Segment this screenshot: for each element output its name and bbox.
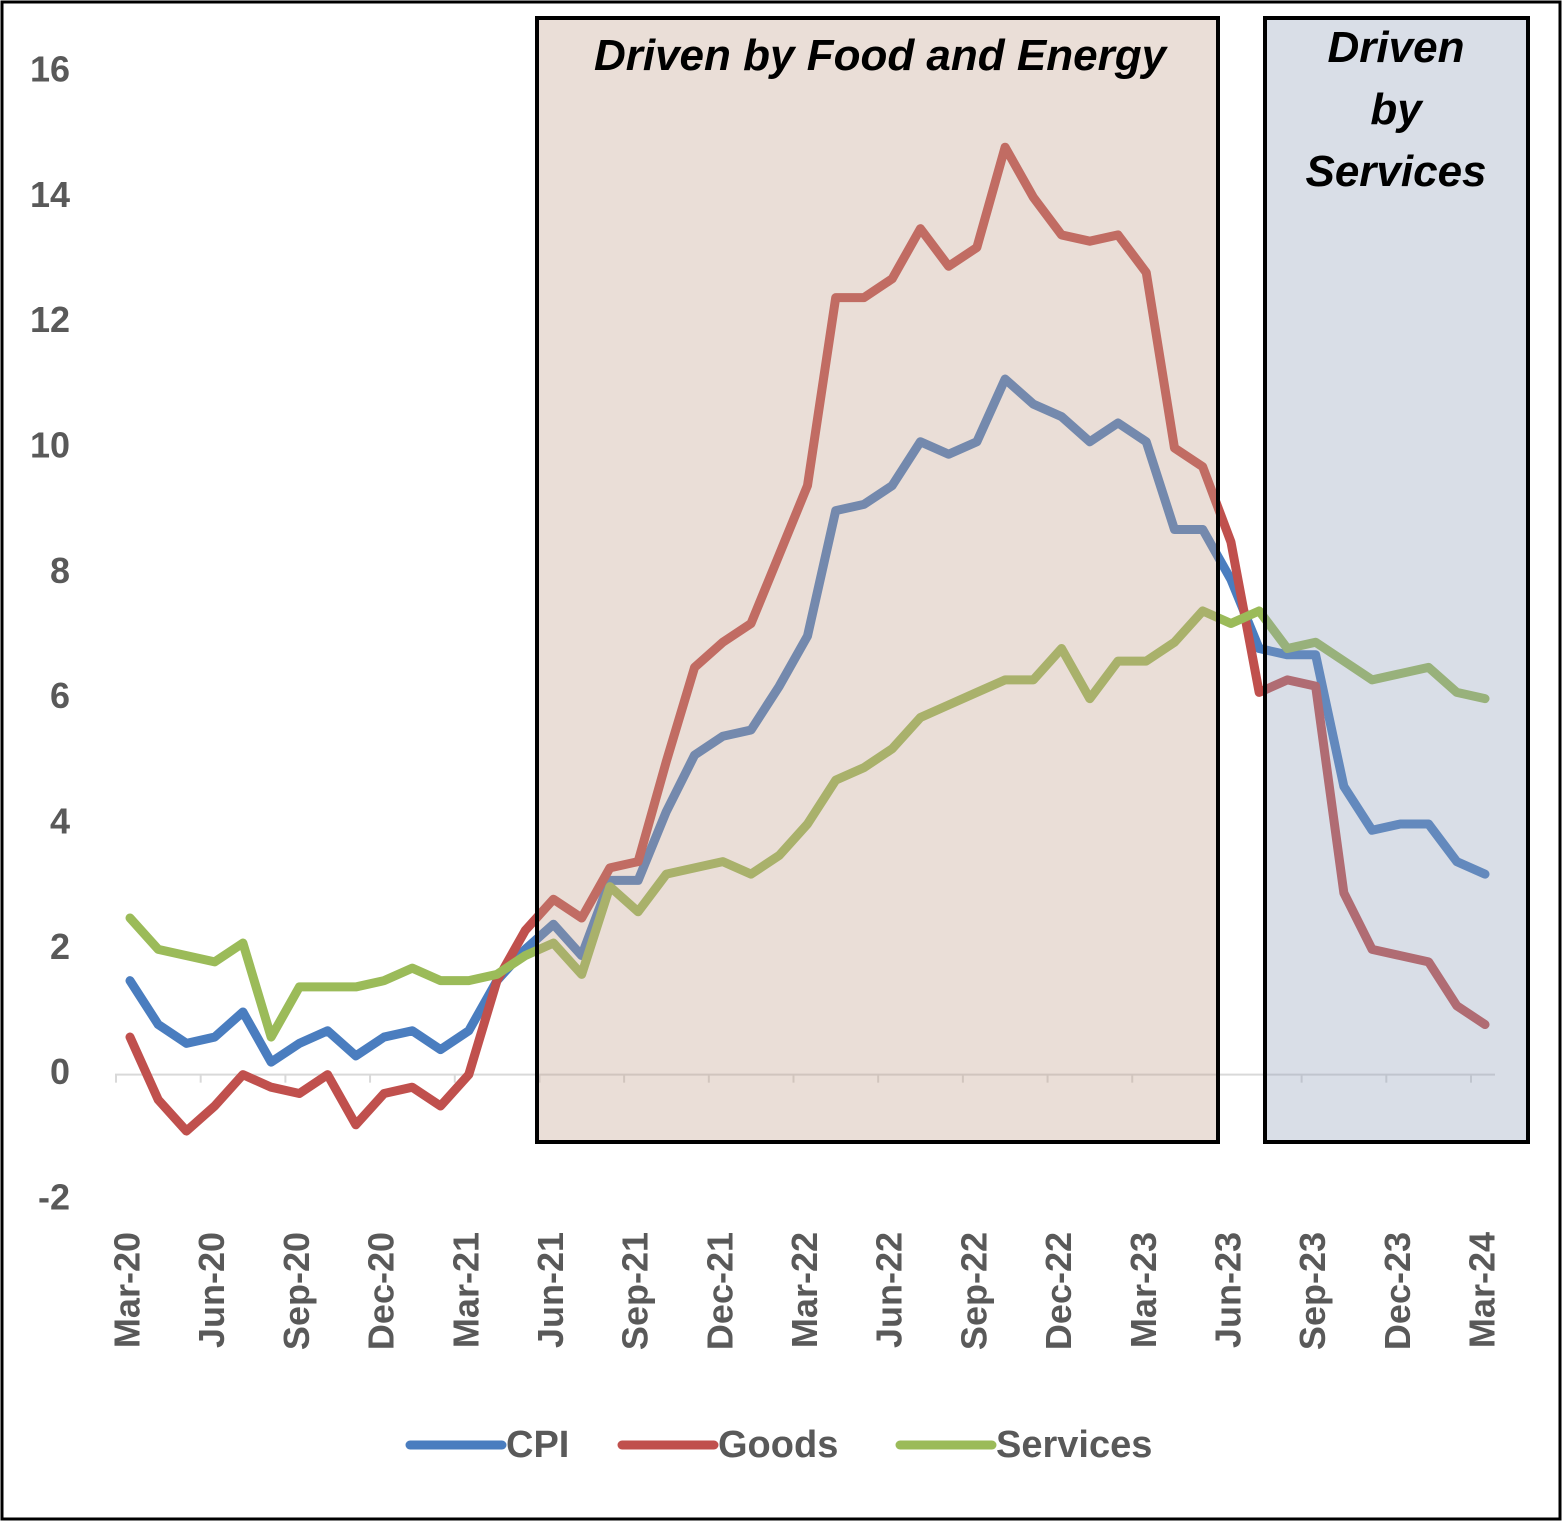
- series-line: [125, 142, 1490, 1136]
- x-tick-label: Mar-20: [107, 1232, 148, 1348]
- y-tick-label: 4: [50, 801, 70, 842]
- x-tick-label: Mar-21: [445, 1232, 486, 1348]
- annotation-box: [1263, 16, 1530, 1144]
- legend-label: Services: [996, 1424, 1152, 1466]
- x-tick-label: Mar-24: [1462, 1232, 1503, 1348]
- x-tick-label: Dec-23: [1377, 1232, 1418, 1350]
- y-tick-label: 12: [30, 299, 70, 340]
- x-tick-label: Sep-22: [953, 1232, 994, 1350]
- x-tick-label: Jun-20: [191, 1232, 232, 1348]
- annotation: Driven by Services: [1305, 23, 1486, 196]
- y-tick-label: 14: [30, 174, 70, 215]
- y-tick-label: 6: [50, 675, 70, 716]
- x-tick-label: Mar-23: [1123, 1232, 1164, 1348]
- y-tick-label: 10: [30, 425, 70, 466]
- x-tick-label: Sep-20: [276, 1232, 317, 1350]
- x-tick-label: Mar-22: [784, 1232, 825, 1348]
- y-tick-label: 8: [50, 550, 70, 591]
- series-line: [125, 374, 1490, 1067]
- x-tick-label: Dec-20: [361, 1232, 402, 1350]
- x-tick-label: Dec-21: [699, 1232, 740, 1350]
- x-tick-label: Jun-21: [530, 1232, 571, 1348]
- y-tick-label: 16: [30, 49, 70, 90]
- y-tick-label: 2: [50, 926, 70, 967]
- x-tick-label: Sep-23: [1292, 1232, 1333, 1350]
- y-tick-label: -2: [38, 1177, 70, 1218]
- series-line: [125, 606, 1490, 1042]
- x-tick-label: Jun-22: [869, 1232, 910, 1348]
- y-tick-label: 0: [50, 1051, 70, 1092]
- x-tick-label: Sep-21: [615, 1232, 656, 1350]
- annotation-box: [535, 16, 1220, 1144]
- legend-label: CPI: [506, 1424, 569, 1466]
- x-tick-label: Dec-22: [1038, 1232, 1079, 1350]
- legend-label: Goods: [718, 1424, 838, 1466]
- x-tick-label: Jun-23: [1207, 1232, 1248, 1348]
- annotation: Driven by Food and Energy: [594, 31, 1169, 80]
